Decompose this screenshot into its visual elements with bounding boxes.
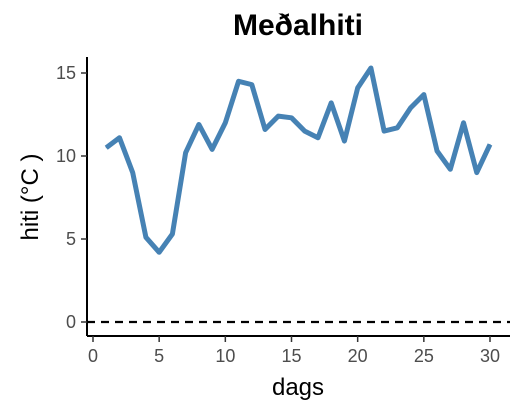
data-point-4 [145, 236, 147, 238]
data-point-9 [211, 148, 213, 150]
y-tick-label-10: 10 [56, 146, 76, 166]
data-point-2 [118, 137, 120, 139]
data-point-19 [343, 140, 345, 142]
data-point-11 [238, 80, 240, 82]
data-point-29 [476, 172, 478, 174]
data-point-20 [357, 87, 359, 89]
axes: 0 5 10 15 0 5 10 15 20 25 30 [56, 57, 510, 366]
x-tick-label-5: 5 [154, 346, 164, 366]
data-point-18 [330, 102, 332, 104]
data-point-1 [105, 147, 107, 149]
series-line-0 [104, 65, 493, 255]
y-tick-label-5: 5 [66, 229, 76, 249]
y-tick-label-0: 0 [66, 312, 76, 332]
x-tick-label-25: 25 [414, 346, 434, 366]
data-point-10 [224, 122, 226, 124]
x-tick-label-30: 30 [480, 346, 500, 366]
plot-area [87, 65, 510, 324]
data-point-13 [264, 128, 266, 130]
data-point-12 [251, 84, 253, 86]
x-axis-label: dags [272, 374, 324, 401]
data-point-6 [171, 233, 173, 235]
data-point-22 [383, 130, 385, 132]
x-tick-label-0: 0 [88, 346, 98, 366]
data-point-27 [449, 168, 451, 170]
y-axis-label: hiti (°C ) [17, 154, 44, 241]
data-point-16 [304, 130, 306, 132]
data-point-17 [317, 137, 319, 139]
data-point-15 [291, 117, 292, 119]
data-point-14 [277, 115, 279, 117]
data-point-8 [198, 123, 200, 125]
y-tick-label-15: 15 [56, 63, 76, 83]
data-point-3 [132, 172, 134, 174]
data-point-25 [423, 94, 425, 96]
data-point-28 [463, 122, 465, 124]
data-point-23 [396, 127, 398, 129]
data-point-7 [185, 152, 187, 154]
chart-title: Meðalhiti [233, 9, 363, 42]
data-point-5 [158, 251, 160, 253]
x-tick-label-10: 10 [215, 346, 235, 366]
x-tick-label-15: 15 [281, 346, 301, 366]
data-point-24 [410, 107, 412, 109]
data-point-21 [370, 67, 372, 69]
data-point-26 [436, 150, 438, 152]
data-point-30 [489, 143, 491, 145]
x-tick-label-20: 20 [348, 346, 368, 366]
